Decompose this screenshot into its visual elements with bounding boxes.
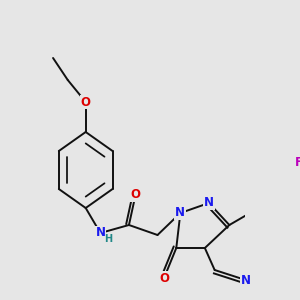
Text: N: N [241, 274, 251, 286]
Text: N: N [95, 226, 105, 239]
Text: H: H [104, 234, 112, 244]
Text: F: F [295, 155, 300, 169]
Text: O: O [130, 188, 140, 202]
Text: O: O [81, 95, 91, 109]
Text: N: N [204, 196, 214, 209]
Text: N: N [176, 206, 185, 220]
Text: O: O [159, 272, 169, 284]
